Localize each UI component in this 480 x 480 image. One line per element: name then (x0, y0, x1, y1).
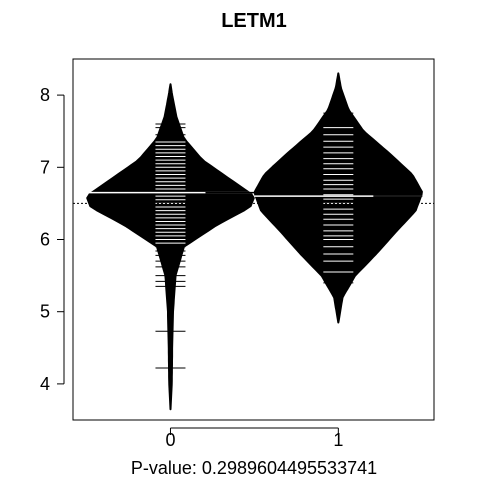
plot-frame (72, 58, 435, 421)
y-tick-label: 7 (40, 157, 50, 177)
bean-0 (86, 83, 255, 411)
x-axis-label: P-value: 0.2989604495533741 (131, 458, 377, 478)
y-tick-label: 6 (40, 230, 50, 250)
y-tick-label: 8 (40, 85, 50, 105)
beans-layer (86, 72, 423, 411)
y-tick-label: 5 (40, 302, 50, 322)
chart-title: LETM1 (221, 10, 287, 32)
y-tick-label: 4 (40, 374, 50, 394)
x-tick-label: 0 (165, 430, 175, 450)
bean-density-1 (253, 72, 423, 324)
x-tick-label: 1 (333, 430, 343, 450)
y-axis: 4 5 6 7 8 (40, 85, 65, 394)
bean-1 (253, 72, 423, 324)
